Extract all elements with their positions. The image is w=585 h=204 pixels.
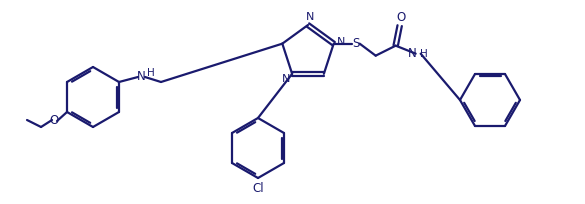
Text: Cl: Cl — [252, 182, 264, 194]
Text: S: S — [352, 37, 359, 50]
Text: H: H — [419, 49, 428, 59]
Text: N: N — [306, 12, 314, 22]
Text: N: N — [408, 47, 417, 60]
Text: N: N — [282, 74, 290, 84]
Text: O: O — [49, 113, 58, 126]
Text: N: N — [137, 71, 145, 83]
Text: O: O — [396, 11, 405, 24]
Text: N: N — [336, 37, 345, 47]
Text: H: H — [147, 68, 154, 78]
